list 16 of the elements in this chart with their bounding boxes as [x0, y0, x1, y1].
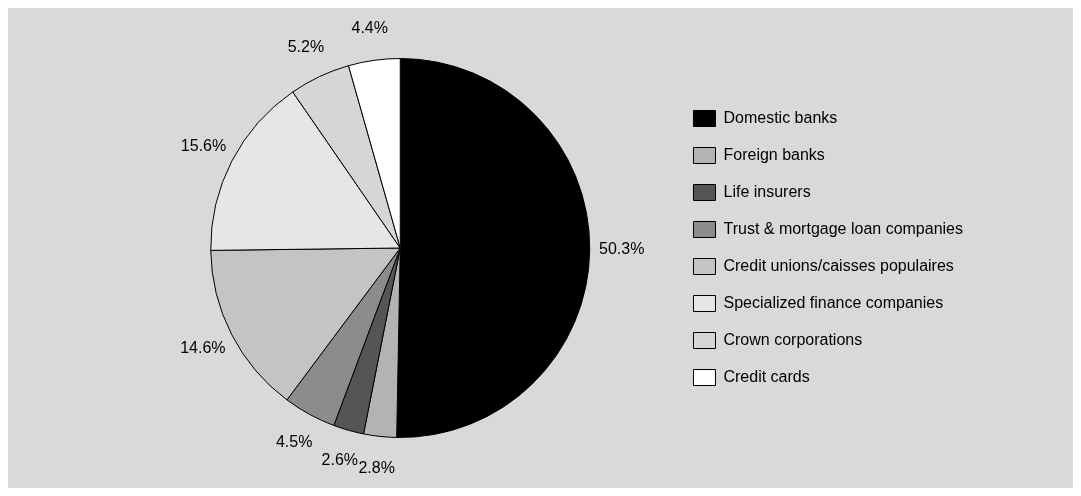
data-label: 2.8% [358, 458, 395, 476]
legend-label: Credit cards [723, 367, 810, 385]
legend-label: Trust & mortgage loan companies [723, 219, 964, 237]
data-label: 2.6% [321, 451, 359, 469]
data-label: 4.4% [351, 19, 388, 37]
data-label: 4.5% [275, 432, 313, 450]
legend-label: Domestic banks [723, 108, 838, 126]
data-label: 5.2% [287, 37, 325, 55]
legend-label: Credit unions/caisses populaires [723, 256, 954, 274]
data-label: 15.6% [180, 136, 227, 154]
legend-label: Foreign banks [723, 145, 825, 163]
legend-label: Crown corporations [723, 330, 863, 348]
data-label: 50.3% [599, 240, 645, 258]
data-label: 14.6% [180, 338, 226, 356]
legend-label: Life insurers [723, 182, 811, 200]
legend-label: Specialized finance companies [723, 293, 944, 311]
